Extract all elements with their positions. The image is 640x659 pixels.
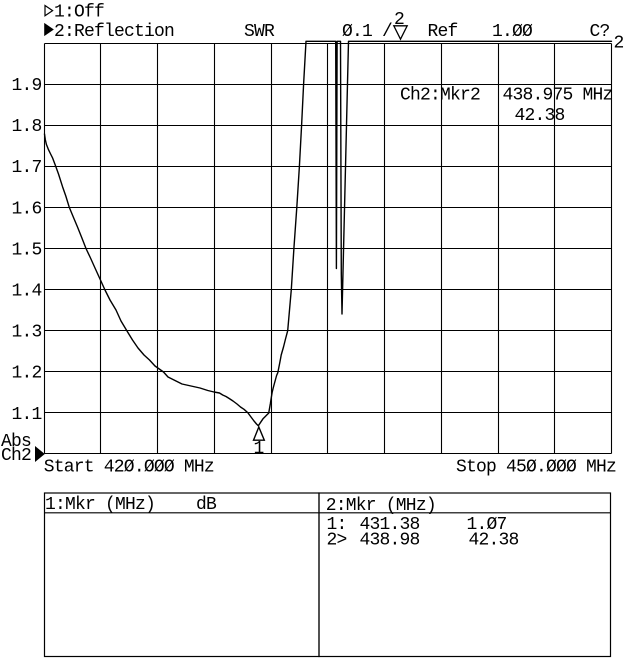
svg-text:1.8: 1.8 [12, 117, 42, 137]
svg-text:2:Mkr (MHz): 2:Mkr (MHz) [326, 496, 436, 516]
svg-text:1: 1 [254, 439, 264, 459]
svg-text:1:: 1: [327, 515, 347, 535]
svg-text:2>: 2> [327, 531, 347, 551]
svg-text:2: 2 [394, 10, 404, 30]
svg-text:Abs: Abs [1, 432, 31, 452]
svg-text:42.38: 42.38 [515, 106, 565, 126]
svg-text:Stop 45Ø.ØØØ MHz: Stop 45Ø.ØØØ MHz [456, 458, 616, 478]
svg-text:1.6: 1.6 [12, 199, 42, 219]
svg-text:C?: C? [590, 22, 610, 42]
svg-text:Start 42Ø.ØØØ MHz: Start 42Ø.ØØØ MHz [44, 458, 214, 478]
svg-text:Ø.1 /: Ø.1 / [342, 22, 392, 42]
svg-text:1.7: 1.7 [12, 158, 42, 178]
svg-text:SWR: SWR [244, 22, 275, 42]
svg-text:dB: dB [196, 495, 217, 515]
svg-text:438.975 MHz: 438.975 MHz [503, 86, 613, 106]
svg-text:1.Ø7: 1.Ø7 [467, 515, 507, 535]
svg-text:1.5: 1.5 [12, 240, 42, 260]
svg-text:1:Off: 1:Off [54, 3, 104, 23]
svg-text:1.1: 1.1 [12, 405, 42, 425]
svg-text:42.38: 42.38 [469, 531, 519, 551]
svg-text:438.98: 438.98 [360, 531, 420, 551]
svg-text:1.ØØ: 1.ØØ [492, 22, 533, 42]
svg-text:1.4: 1.4 [12, 282, 42, 302]
svg-text:Ref: Ref [428, 22, 458, 42]
svg-text:431.38: 431.38 [360, 515, 420, 535]
svg-text:2:Reflection: 2:Reflection [54, 22, 174, 42]
svg-text:1.9: 1.9 [12, 76, 42, 96]
svg-text:Ch2: Ch2 [1, 446, 31, 466]
svg-text:1.3: 1.3 [12, 323, 42, 343]
svg-text:1.2: 1.2 [12, 364, 42, 384]
svg-text:2: 2 [614, 34, 624, 54]
svg-text:Ch2:Mkr2: Ch2:Mkr2 [400, 86, 480, 106]
svg-text:1:Mkr (MHz): 1:Mkr (MHz) [45, 495, 155, 515]
